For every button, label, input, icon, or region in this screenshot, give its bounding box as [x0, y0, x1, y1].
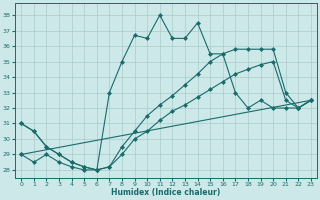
X-axis label: Humidex (Indice chaleur): Humidex (Indice chaleur): [111, 188, 221, 197]
